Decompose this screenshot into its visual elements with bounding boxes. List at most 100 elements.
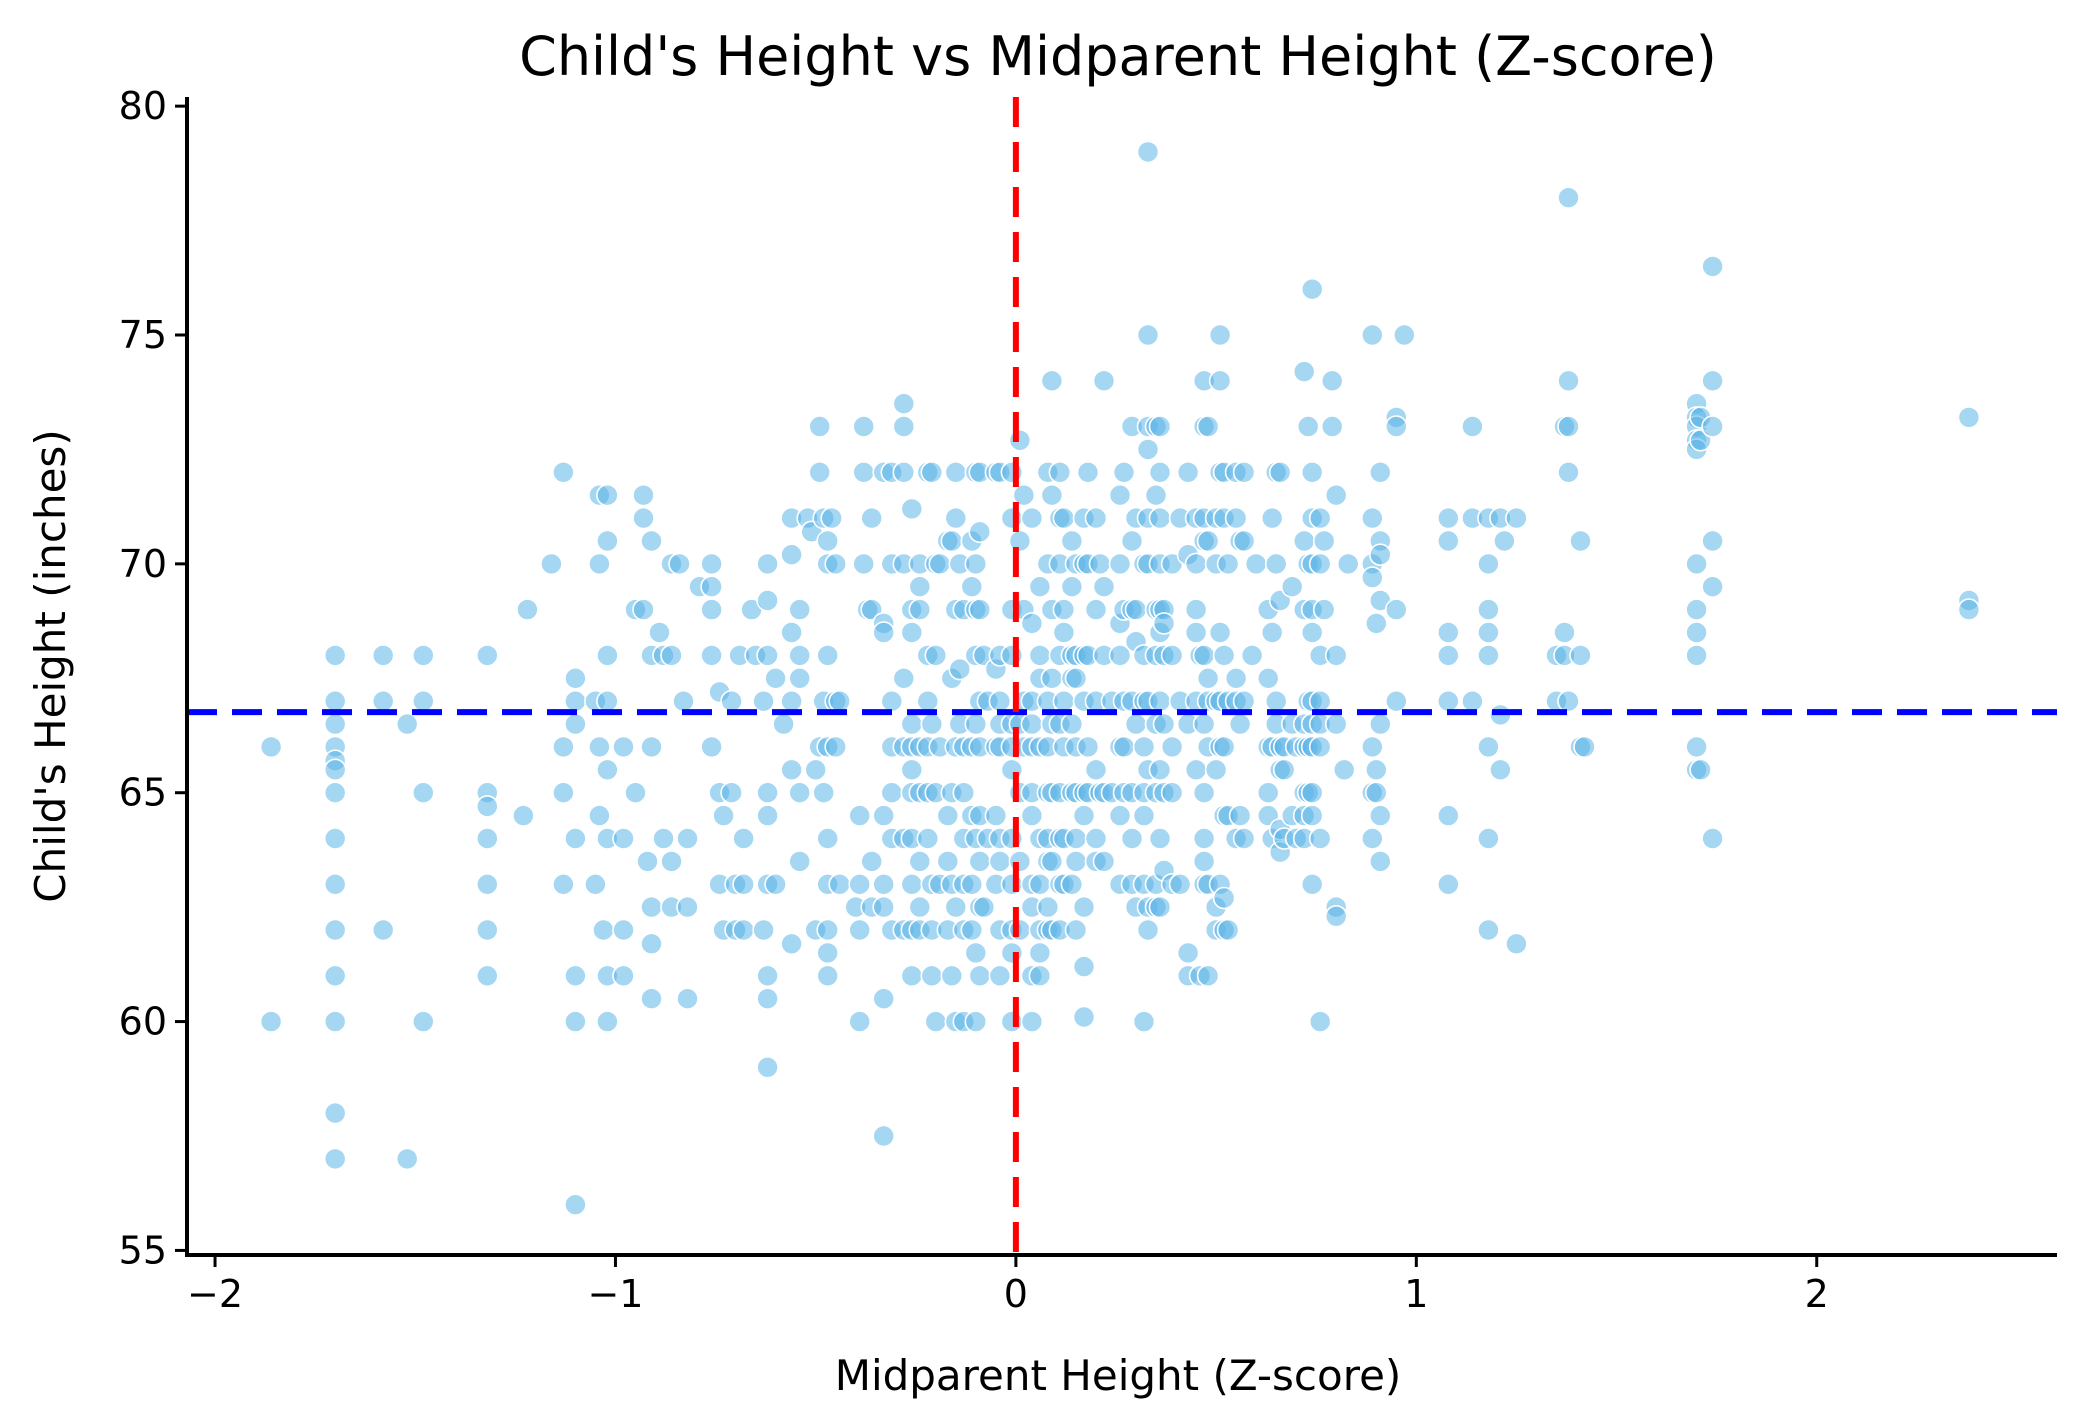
data-point <box>968 964 992 988</box>
data-point <box>968 850 992 873</box>
data-point <box>872 895 896 919</box>
data-point <box>1701 529 1724 553</box>
data-point <box>1148 827 1172 850</box>
data-point <box>323 1147 347 1171</box>
data-point <box>640 895 663 919</box>
data-point <box>612 918 635 942</box>
data-point <box>1957 598 1981 621</box>
data-point <box>824 735 848 759</box>
data-point <box>552 781 575 805</box>
data-point <box>732 827 755 850</box>
data-point <box>732 872 755 896</box>
data-point <box>1477 598 1500 621</box>
data-point <box>1008 428 1032 452</box>
data-point <box>700 575 723 599</box>
y-tick-label: 55 <box>119 1228 167 1272</box>
data-point <box>371 918 395 942</box>
data-point <box>323 689 347 713</box>
data-point <box>1108 804 1132 827</box>
data-point <box>780 543 803 567</box>
data-point <box>900 872 924 896</box>
data-point <box>1108 483 1132 507</box>
data-point <box>1701 827 1724 850</box>
data-point <box>596 483 619 507</box>
data-point <box>1208 621 1232 644</box>
data-point <box>1052 621 1076 644</box>
data-point <box>584 872 607 896</box>
data-point <box>596 1010 619 1033</box>
data-point <box>936 804 960 827</box>
data-point <box>928 552 952 576</box>
data-point <box>1264 552 1288 576</box>
data-point <box>1557 369 1580 393</box>
data-point <box>1324 712 1348 736</box>
data-point <box>1369 804 1392 827</box>
data-point <box>323 918 347 942</box>
x-axis-label: Midparent Height (Z-score) <box>835 1351 1402 1400</box>
data-point <box>712 804 735 827</box>
data-point <box>700 598 723 621</box>
data-point <box>323 964 347 988</box>
data-point <box>920 712 944 736</box>
data-point <box>564 827 587 850</box>
data-point <box>1369 460 1392 484</box>
data-point <box>1256 781 1280 805</box>
data-point <box>323 1101 347 1125</box>
data-point <box>1685 598 1708 621</box>
data-point <box>1553 621 1576 644</box>
data-point <box>1300 621 1324 644</box>
data-point <box>1477 621 1500 644</box>
data-point <box>764 666 787 690</box>
data-point <box>944 460 968 484</box>
data-point <box>564 1010 587 1033</box>
data-point <box>1108 644 1132 667</box>
data-point <box>960 872 984 896</box>
data-point <box>475 918 499 942</box>
data-point <box>1028 941 1052 965</box>
data-point <box>1088 552 1112 576</box>
data-point <box>1320 415 1344 438</box>
data-point <box>1477 827 1500 850</box>
data-point <box>1300 872 1324 896</box>
data-point <box>952 781 976 805</box>
data-point <box>1076 735 1100 759</box>
data-point <box>1012 483 1036 507</box>
y-tick-label: 70 <box>119 542 167 586</box>
data-point <box>1232 689 1256 713</box>
data-point <box>640 735 663 759</box>
data-point <box>756 1056 779 1079</box>
data-point <box>816 941 840 965</box>
data-point <box>852 460 876 484</box>
data-point <box>1020 804 1044 827</box>
data-point <box>612 735 635 759</box>
data-point <box>960 575 984 599</box>
data-point <box>1365 612 1388 635</box>
data-point <box>1292 360 1316 383</box>
data-point <box>1124 598 1148 621</box>
data-point <box>475 964 499 988</box>
data-point <box>1212 735 1236 759</box>
data-point <box>1108 552 1132 576</box>
x-tick-label: 0 <box>1004 1272 1028 1316</box>
data-point <box>988 964 1012 988</box>
data-point <box>1260 621 1284 644</box>
data-point <box>1072 955 1096 978</box>
data-point <box>872 872 896 896</box>
data-point <box>1324 904 1348 928</box>
x-tick-label: −2 <box>187 1272 243 1316</box>
data-point <box>848 804 872 827</box>
data-point <box>752 918 775 942</box>
data-point <box>1569 529 1592 553</box>
data-point <box>1160 781 1184 805</box>
data-point <box>596 758 619 782</box>
data-point <box>1685 644 1708 667</box>
data-point <box>924 644 948 667</box>
data-point <box>672 689 695 713</box>
data-point <box>1112 735 1136 759</box>
data-point <box>1084 598 1108 621</box>
data-point <box>756 589 779 612</box>
data-point <box>395 1147 419 1171</box>
data-point <box>916 689 940 713</box>
data-point <box>892 460 916 484</box>
data-point <box>1685 552 1708 576</box>
